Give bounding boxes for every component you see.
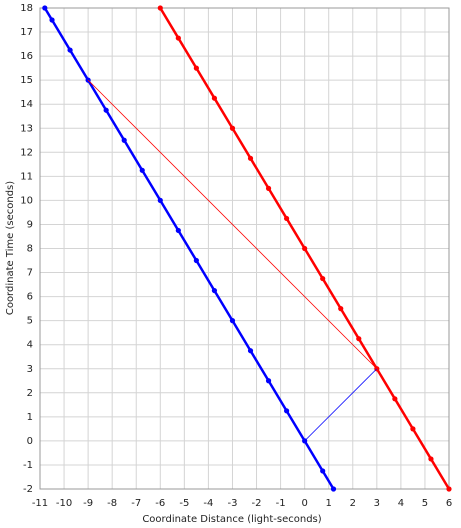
point [103,107,109,113]
y-axis-title: Coordinate Time (seconds) [5,181,16,315]
point [229,125,236,131]
point [320,468,326,474]
point [265,378,272,384]
point [446,486,452,492]
point [356,336,362,342]
x-tick-label: -1 [276,498,286,509]
y-tick-label: 5 [27,316,33,327]
y-tick-label: 0 [27,436,33,447]
y-tick-label: 7 [27,268,33,279]
y-tick-label: 13 [20,123,33,134]
point [392,396,398,402]
point [428,456,434,462]
y-tick-label: 17 [20,27,33,38]
point [229,318,236,324]
x-tick-label: -8 [107,498,117,509]
y-tick-label: 16 [20,51,33,62]
point [211,287,218,294]
x-tick-label: 1 [326,498,332,509]
line [43,7,335,490]
x-tick-label: -9 [83,498,93,509]
point [175,35,181,41]
point [247,155,254,161]
y-tick-label: 3 [27,364,33,375]
point [410,426,416,432]
y-tick-label: 12 [20,147,33,158]
point [157,5,163,11]
point [193,65,199,71]
point [302,245,308,252]
point [193,257,199,264]
y-tick-label: 4 [27,340,33,351]
x-axis-title: Coordinate Distance (light-seconds) [142,514,321,525]
point [330,486,337,492]
x-tick-label: 0 [301,498,307,509]
y-tick-label: 15 [20,75,33,86]
point [175,227,181,234]
y-tick-label: 10 [20,195,33,206]
x-tick-label: -2 [252,498,262,509]
point [211,95,218,101]
x-tick-label: 6 [446,498,452,509]
y-tick-label: -1 [23,460,33,471]
point [157,197,163,203]
x-tick-label: -7 [131,498,141,509]
point [139,167,145,173]
x-tick-label: 5 [422,498,428,509]
x-tick-label: -3 [227,498,237,509]
x-tick-label: 3 [374,498,380,509]
y-tick-label: 11 [20,171,33,182]
x-tick-label: -5 [179,498,189,509]
y-tick-label: -2 [23,484,33,495]
y-tick-label: 2 [27,388,33,399]
line [87,79,378,370]
point [284,408,290,414]
line [304,368,378,442]
point [320,275,326,282]
point [67,47,73,53]
x-tick-label: 4 [398,498,404,509]
y-tick-label: 6 [27,292,33,303]
point [247,348,254,354]
x-tick-label: -11 [32,498,48,509]
y-tick-label: 14 [20,99,33,110]
point [338,306,344,312]
x-tick-label: -10 [56,498,72,509]
plot-border [39,7,450,490]
y-tick-label: 18 [20,3,33,14]
y-tick-label: 1 [27,412,33,423]
y-tick-label: 8 [27,244,33,255]
x-tick-label: -6 [155,498,165,509]
point [49,17,55,23]
point [42,5,48,11]
x-tick-label: -4 [203,498,213,509]
x-tick-label: 2 [350,498,356,509]
y-tick-label: 9 [27,219,33,230]
point [265,185,272,191]
point [121,137,127,143]
point [284,215,290,222]
